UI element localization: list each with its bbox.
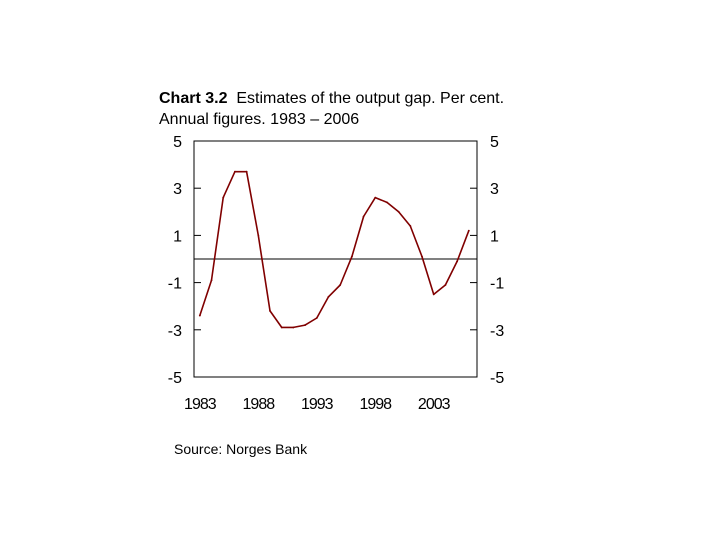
series-line-output-gap bbox=[199, 170, 470, 329]
y-tick-label-left: 1 bbox=[173, 228, 182, 245]
data-point bbox=[339, 284, 342, 286]
data-point bbox=[432, 293, 435, 296]
y-tick-label-left: 5 bbox=[173, 134, 182, 151]
data-point bbox=[292, 326, 295, 329]
y-tick-label-right: 1 bbox=[490, 228, 499, 245]
data-point bbox=[234, 170, 236, 173]
data-point bbox=[315, 317, 318, 319]
data-point bbox=[362, 215, 365, 218]
y-tick-label-left: -5 bbox=[168, 370, 182, 387]
data-point bbox=[198, 314, 201, 317]
y-tick-label-left: 3 bbox=[173, 181, 182, 198]
x-tick-label: 1993 bbox=[301, 396, 334, 413]
data-point bbox=[222, 196, 225, 199]
chart-number: Chart 3.2 bbox=[159, 90, 228, 107]
data-point bbox=[409, 225, 412, 227]
y-tick-label-right: -1 bbox=[490, 276, 504, 293]
data-point bbox=[257, 234, 260, 237]
data-point bbox=[456, 260, 459, 263]
x-tick-label: 1998 bbox=[359, 396, 392, 413]
x-tick-label: 2003 bbox=[418, 396, 451, 413]
x-tick-label: 1983 bbox=[184, 396, 217, 413]
data-point bbox=[350, 255, 353, 258]
data-point bbox=[444, 284, 447, 286]
data-point bbox=[374, 196, 377, 199]
y-tick-label-left: -3 bbox=[168, 323, 182, 340]
y-tick-label-right: -3 bbox=[490, 323, 504, 340]
source-note: Source: Norges Bank bbox=[174, 441, 308, 457]
data-point bbox=[304, 324, 306, 326]
chart-title-text: Estimates of the output gap. Per cent. A… bbox=[159, 90, 505, 128]
data-point bbox=[245, 170, 248, 173]
data-point bbox=[397, 210, 400, 213]
x-tick-label: 1988 bbox=[243, 396, 276, 413]
data-point bbox=[386, 201, 388, 204]
y-tick-label-right: -5 bbox=[490, 370, 504, 387]
data-point bbox=[327, 295, 330, 298]
chart-title: Chart 3.2 Estimates of the output gap. P… bbox=[159, 88, 519, 130]
data-point bbox=[210, 279, 213, 282]
data-point bbox=[269, 310, 271, 312]
y-tick-label-right: 5 bbox=[490, 134, 499, 151]
data-point bbox=[421, 255, 423, 258]
data-point bbox=[467, 229, 470, 232]
y-tick-label-right: 3 bbox=[490, 181, 499, 198]
data-point bbox=[280, 326, 283, 329]
y-tick-label-left: -1 bbox=[168, 276, 182, 293]
